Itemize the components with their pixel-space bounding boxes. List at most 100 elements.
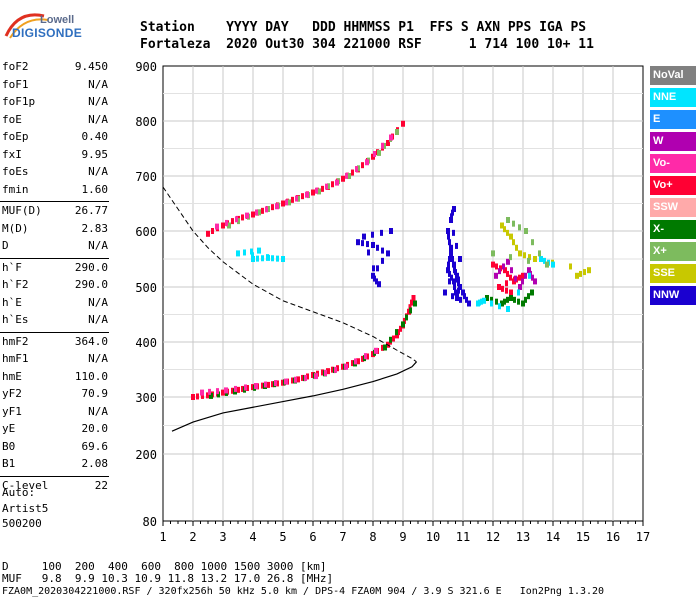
- x-tick-label: 6: [309, 530, 316, 544]
- echo-mark: [515, 244, 518, 251]
- echo-mark: [362, 233, 366, 240]
- echo-mark: [502, 263, 505, 270]
- echo-mark: [383, 142, 386, 149]
- auto-version: 500200: [2, 517, 42, 530]
- echo-mark: [518, 224, 521, 231]
- param-value: 22: [94, 478, 108, 492]
- echo-mark: [304, 374, 307, 381]
- echo-mark: [296, 376, 300, 383]
- echo-mark: [344, 363, 348, 370]
- echo-mark: [410, 299, 413, 306]
- echo-mark: [334, 366, 337, 373]
- echo-mark: [463, 293, 466, 300]
- echo-mark: [241, 214, 244, 221]
- echo-mark: [506, 258, 510, 265]
- echo-mark: [221, 389, 225, 396]
- echo-mark: [569, 263, 572, 270]
- echo-mark: [206, 392, 210, 399]
- echo-mark: [364, 353, 367, 360]
- echo-mark: [325, 183, 328, 190]
- echo-mark: [517, 298, 520, 305]
- echo-mark: [510, 267, 513, 274]
- echo-mark: [518, 274, 521, 281]
- echo-mark: [506, 270, 509, 277]
- echo-mark: [256, 255, 259, 262]
- y-tick-label: 800: [135, 115, 157, 129]
- param-value: 26.77: [74, 204, 108, 217]
- echo-mark: [251, 256, 255, 262]
- echo-mark: [491, 261, 495, 268]
- echo-mark: [235, 216, 238, 223]
- echo-mark: [236, 386, 240, 393]
- echo-mark: [336, 365, 339, 372]
- echo-mark: [257, 209, 261, 216]
- echo-mark: [531, 274, 534, 281]
- echo-mark: [449, 244, 453, 251]
- echo-mark: [497, 284, 501, 290]
- echo-mark: [217, 391, 220, 398]
- echo-mark: [231, 387, 234, 394]
- echo-mark: [494, 272, 498, 279]
- y-tick-label: 400: [135, 336, 157, 350]
- echo-mark: [351, 360, 354, 367]
- echo-mark: [456, 291, 459, 298]
- echo-mark: [266, 381, 270, 388]
- echo-mark: [478, 299, 481, 306]
- echo-mark: [376, 265, 379, 272]
- y-tick-label: 600: [135, 225, 157, 239]
- echo-mark: [551, 261, 555, 268]
- echo-mark: [458, 256, 462, 262]
- echo-mark: [459, 296, 462, 303]
- param-value: 2.08: [81, 457, 109, 470]
- echo-mark: [512, 220, 515, 227]
- echo-mark: [236, 250, 240, 257]
- echo-mark: [452, 229, 455, 236]
- echo-mark: [383, 344, 387, 351]
- echo-mark: [356, 239, 360, 246]
- echo-mark: [372, 265, 375, 272]
- auto-label: Auto:: [2, 486, 36, 499]
- echo-mark: [361, 355, 364, 362]
- echo-mark: [200, 389, 204, 396]
- echo-mark: [381, 344, 384, 351]
- legend-item-sse: SSE: [650, 264, 696, 283]
- param-value: N/A: [88, 295, 108, 309]
- echo-mark: [191, 394, 195, 400]
- x-tick-label: 16: [606, 530, 620, 544]
- echo-mark: [506, 229, 509, 236]
- echo-mark: [495, 263, 498, 270]
- echo-mark: [395, 129, 399, 135]
- echo-mark: [506, 296, 509, 303]
- x-tick-label: 3: [219, 530, 226, 544]
- echo-mark: [224, 387, 228, 394]
- echo-mark: [395, 329, 398, 336]
- echo-mark: [274, 380, 277, 387]
- echo-mark: [498, 303, 501, 310]
- echo-mark: [518, 284, 522, 290]
- echo-mark: [453, 284, 456, 290]
- echo-mark: [264, 381, 267, 388]
- param-key: M(D): [2, 221, 29, 235]
- legend-item-nne: NNE: [650, 88, 696, 107]
- echo-mark: [443, 289, 447, 296]
- echo-mark: [306, 373, 309, 380]
- param-key: MUF(D): [2, 204, 42, 217]
- auto-algorithm: Artist5: [2, 502, 49, 515]
- echo-mark: [452, 206, 456, 212]
- legend-item-noval: NoVal: [650, 66, 696, 85]
- echo-mark: [366, 353, 369, 360]
- echo-mark: [453, 263, 456, 270]
- logo-swoosh-icon: [4, 13, 49, 39]
- echo-mark: [321, 185, 324, 192]
- echo-mark: [451, 209, 454, 216]
- echo-mark: [446, 267, 450, 274]
- y-tick-label: 900: [135, 60, 157, 74]
- echo-mark: [261, 382, 264, 389]
- echo-mark: [514, 275, 517, 282]
- echo-mark: [251, 211, 255, 218]
- echo-mark: [500, 300, 504, 307]
- echo-mark: [533, 256, 537, 262]
- echo-mark: [447, 261, 450, 268]
- echo-mark: [254, 383, 258, 389]
- legend-item-ssw: SSW: [650, 198, 696, 217]
